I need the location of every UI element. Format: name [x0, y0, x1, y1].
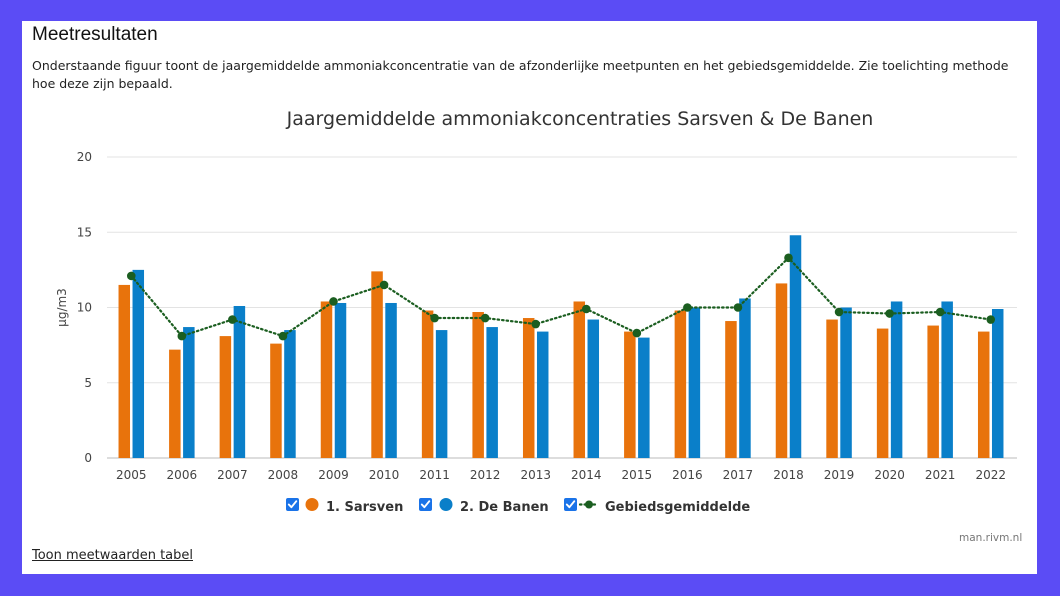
gebiedsgemiddelde-point-2011	[430, 313, 439, 323]
x-tick-label: 2007	[217, 468, 248, 482]
gebiedsgemiddelde-point-2015	[632, 328, 642, 338]
x-tick-label: 2015	[622, 468, 653, 482]
x-tick-label: 2017	[723, 468, 754, 482]
y-tick-label: 5	[84, 376, 92, 390]
gebiedsgemiddelde-point-2008	[278, 331, 288, 341]
bar-sarsven-2011	[421, 310, 434, 458]
legend-check-icon-gebiedsgemiddelde	[565, 500, 576, 509]
legend-swatch-de-banen	[439, 498, 453, 511]
ammonia-chart: Jaargemiddelde ammoniakconcentraties Sar…	[55, 108, 1017, 515]
bar-sarsven-2015	[624, 331, 636, 458]
gebiedsgemiddelde-point-2022	[986, 315, 996, 324]
intro-text: Onderstaande figuur toont de jaargemidde…	[32, 58, 1009, 91]
bar-de-banen-2011	[435, 330, 448, 458]
x-tick-label: 2016	[672, 468, 703, 482]
gebiedsgemiddelde-point-2010	[379, 280, 389, 290]
legend-check-icon-de-banen	[420, 500, 431, 509]
bar-sarsven-2007	[219, 336, 232, 458]
x-tick-label: 2013	[520, 468, 551, 482]
bar-de-banen-2021	[941, 301, 953, 458]
bar-de-banen-2019	[840, 307, 852, 458]
gebiedsgemiddelde-point-2018	[784, 253, 793, 263]
legend-check-icon-sarsven	[287, 500, 298, 509]
bar-de-banen-2016	[688, 307, 701, 458]
bar-de-banen-2014	[587, 319, 600, 458]
y-tick-label: 15	[77, 225, 92, 239]
x-tick-label: 2006	[167, 468, 198, 482]
bar-sarsven-2008	[270, 343, 282, 458]
bar-sarsven-2005	[118, 284, 131, 458]
gebiedsgemiddelde-point-2007	[228, 315, 237, 324]
gebiedsgemiddelde-line	[130, 256, 992, 338]
gebiedsgemiddelde-point-2013	[531, 319, 541, 329]
gebiedsgemiddelde-point-2005	[126, 271, 136, 281]
bar-sarsven-2014	[573, 301, 586, 458]
gebiedsgemiddelde-point-2021	[935, 307, 945, 317]
bar-sarsven-2009	[320, 301, 333, 458]
bar-de-banen-2009	[334, 302, 347, 458]
y-tick-label: 10	[77, 301, 92, 315]
gebiedsgemiddelde-point-2017	[733, 303, 743, 312]
bar-de-banen-2007	[233, 305, 246, 458]
x-tick-label: 2018	[773, 468, 804, 482]
x-tick-label: 2014	[571, 468, 602, 482]
gebiedsgemiddelde-point-2020	[885, 309, 894, 318]
bar-de-banen-2022	[991, 309, 1004, 458]
x-tick-label: 2019	[824, 468, 855, 482]
gebiedsgemiddelde-point-2016	[683, 303, 692, 312]
x-tick-label: 2020	[874, 468, 905, 482]
gebiedsgemiddelde-point-2019	[834, 307, 844, 317]
section-title: Meetresultaten	[32, 24, 158, 45]
bar-de-banen-2010	[385, 302, 397, 458]
gebiedsgemiddelde-point-2014	[581, 304, 591, 314]
x-tick-label: 2021	[925, 468, 956, 482]
credit-text: man.rivm.nl	[959, 532, 1023, 544]
x-tick-label: 2005	[116, 468, 147, 482]
y-tick-label: 20	[77, 150, 92, 164]
bar-sarsven-2016	[674, 310, 687, 458]
bar-sarsven-2006	[169, 349, 181, 458]
y-tick-label: 0	[84, 451, 92, 465]
toggle-table-link[interactable]: Toon meetwaarden tabel	[32, 548, 193, 563]
bar-sarsven-2010	[371, 271, 383, 458]
x-tick-label: 2010	[369, 468, 400, 482]
bar-de-banen-2015	[638, 337, 650, 458]
bar-sarsven-2021	[927, 325, 939, 458]
bar-sarsven-2018	[775, 283, 788, 458]
legend-swatch-gebiedsgemiddelde	[585, 500, 593, 509]
bar-sarsven-2012	[472, 312, 484, 458]
bar-de-banen-2013	[536, 331, 549, 458]
y-axis-label: µg/m3	[55, 288, 69, 327]
bar-de-banen-2018	[789, 235, 802, 458]
x-tick-label: 2011	[419, 468, 450, 482]
x-tick-label: 2009	[318, 468, 349, 482]
bar-de-banen-2008	[284, 330, 296, 458]
bar-sarsven-2013	[522, 318, 535, 458]
bar-sarsven-2017	[725, 321, 737, 458]
bar-de-banen-2012	[486, 327, 498, 458]
bar-sarsven-2020	[876, 328, 889, 458]
content-panel: Meetresultaten Onderstaande figuur toont…	[22, 21, 1037, 574]
chart-title: Jaargemiddelde ammoniakconcentraties Sar…	[286, 108, 874, 130]
x-tick-label: 2012	[470, 468, 501, 482]
bar-sarsven-2022	[977, 331, 990, 458]
bar-de-banen-2017	[739, 298, 751, 458]
bar-de-banen-2006	[183, 327, 195, 458]
bar-de-banen-2020	[890, 301, 903, 458]
legend-label-de-banen[interactable]: 2. De Banen	[460, 500, 549, 515]
bar-sarsven-2019	[826, 319, 838, 458]
gebiedsgemiddelde-point-2012	[480, 313, 490, 323]
bar-de-banen-2005	[132, 269, 145, 458]
legend-label-sarsven[interactable]: 1. Sarsven	[326, 500, 403, 515]
legend-label-gebiedsgemiddelde[interactable]: Gebiedsgemiddelde	[605, 500, 750, 515]
legend-swatch-sarsven	[305, 498, 319, 511]
x-tick-label: 2022	[975, 468, 1006, 482]
gebiedsgemiddelde-point-2006	[177, 331, 187, 341]
x-tick-label: 2008	[268, 468, 299, 482]
gebiedsgemiddelde-point-2009	[329, 297, 338, 306]
